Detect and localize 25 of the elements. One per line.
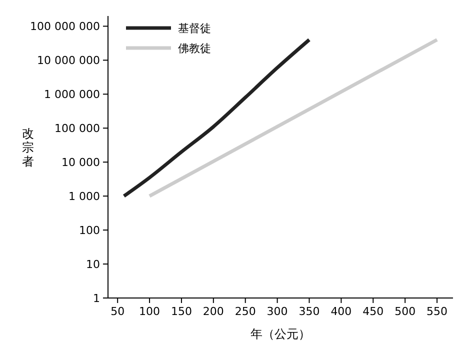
x-tick-label: 350 <box>298 305 320 318</box>
x-tick-label: 200 <box>202 305 224 318</box>
x-tick-label: 250 <box>234 305 256 318</box>
line-series <box>122 38 311 198</box>
x-tick-label: 150 <box>170 305 192 318</box>
y-tick-label: 100 <box>79 224 100 238</box>
y-tick-label: 100 000 000 <box>30 20 100 34</box>
legend-label: 佛教徒 <box>178 42 211 55</box>
y-axis-title: 改宗者 <box>22 126 34 168</box>
x-tick-label: 450 <box>362 305 384 318</box>
y-tick-label: 10 <box>86 258 100 272</box>
x-tick-label: 300 <box>266 305 288 318</box>
x-axis-title: 年（公元） <box>250 327 310 341</box>
legend-label: 基督徒 <box>178 22 211 35</box>
x-tick-label: 50 <box>110 305 125 318</box>
x-tick-label: 550 <box>426 305 448 318</box>
y-tick-label: 1 <box>93 292 100 305</box>
y-tick-label: 10 000 <box>62 156 100 170</box>
y-tick-label: 10 000 000 <box>37 54 100 68</box>
x-tick-label: 400 <box>330 305 352 318</box>
x-tick-label: 100 <box>139 305 160 318</box>
x-tick-label: 500 <box>394 305 416 318</box>
y-tick-label: 1 000 <box>68 190 100 204</box>
y-tick-label: 100 000 <box>54 122 100 136</box>
y-tick-label: 1 000 000 <box>44 88 100 102</box>
